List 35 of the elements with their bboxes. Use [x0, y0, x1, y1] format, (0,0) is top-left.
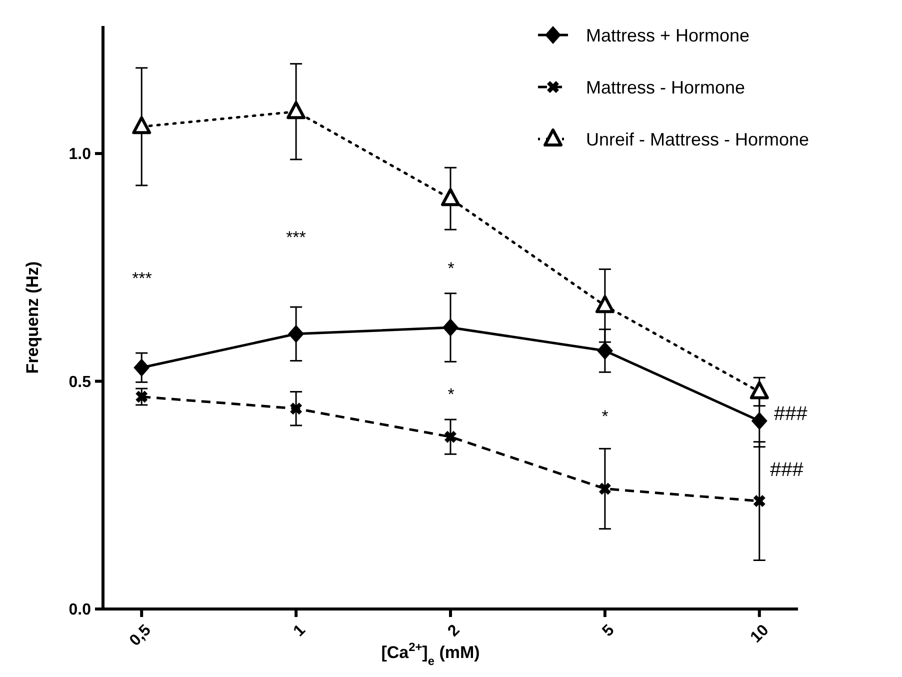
legend-label: Unreif - Mattress - Hormone — [586, 129, 810, 150]
x-tick-label: 0,5 — [126, 622, 154, 650]
x-tick-label: 2 — [444, 622, 464, 640]
point — [288, 324, 304, 343]
point — [286, 101, 306, 120]
y-tick-label: 0.5 — [68, 374, 92, 391]
x-tick-label: 1 — [290, 622, 309, 640]
point — [753, 495, 766, 508]
point — [598, 482, 611, 495]
point — [442, 318, 458, 337]
annotation: * — [602, 406, 609, 426]
annotation: *** — [286, 228, 306, 247]
x-tick-label: 10 — [748, 622, 772, 646]
point — [441, 188, 460, 206]
point — [444, 430, 456, 443]
legend-label: Mattress - Hormone — [586, 77, 746, 98]
point — [290, 402, 302, 415]
x-axis-title: [Ca$^{2+}$]$_{e}$ (mM) — [381, 640, 480, 668]
point — [751, 412, 768, 430]
x-tick-label: 5 — [599, 622, 618, 640]
y-tick-label: 1.0 — [68, 146, 92, 164]
legend-label: Mattress + Hormone — [586, 25, 750, 46]
annotation: ### — [774, 403, 808, 425]
point — [134, 358, 150, 377]
annotation: * — [448, 384, 455, 404]
y-tick-label: 0.0 — [68, 602, 92, 619]
point — [596, 342, 613, 360]
point — [750, 381, 769, 400]
annotation: * — [448, 258, 455, 278]
point — [595, 295, 614, 314]
y-axis-title: Frequenz (Hz) — [23, 261, 42, 374]
annotation: *** — [132, 268, 152, 288]
annotation: ### — [770, 459, 804, 481]
point — [132, 116, 152, 134]
point — [136, 390, 148, 403]
